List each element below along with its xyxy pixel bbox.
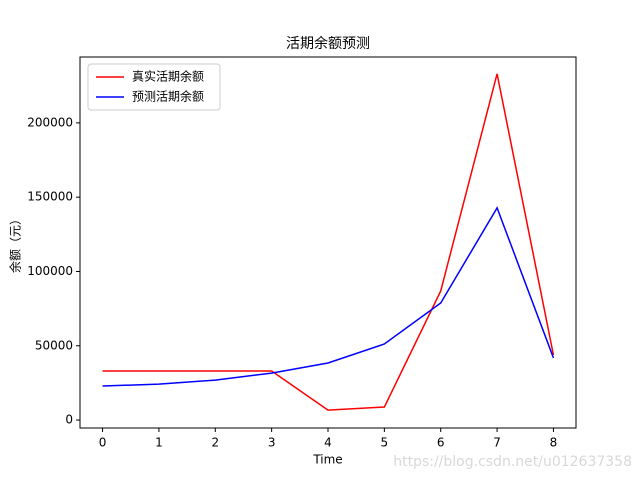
y-axis-label: 余额（元）	[8, 213, 23, 273]
x-tick-label: 0	[99, 436, 107, 450]
y-tick-label: 150000	[27, 190, 73, 204]
chart-title: 活期余额预测	[286, 35, 370, 52]
x-tick-label: 6	[437, 436, 445, 450]
data-line	[102, 206, 555, 387]
watermark: https://blog.csdn.net/u012637358	[393, 454, 632, 470]
x-tick-label: 2	[211, 436, 219, 450]
x-tick-label: 1	[155, 436, 163, 450]
plot-frame	[79, 56, 577, 429]
legend-label: 预测活期余额	[132, 89, 204, 104]
x-tick-label: 8	[550, 436, 558, 450]
x-axis-label: Time	[312, 453, 342, 467]
legend-box	[87, 63, 221, 111]
data-line	[102, 73, 555, 411]
x-tick-label: 3	[268, 436, 276, 450]
x-tick-label: 7	[493, 436, 501, 450]
y-tick-label: 0	[65, 413, 73, 427]
y-tick-label: 100000	[27, 264, 73, 278]
y-tick-label: 200000	[27, 115, 73, 129]
legend-label: 真实活期余额	[132, 69, 204, 84]
x-tick-label: 5	[381, 436, 389, 450]
y-tick-label: 50000	[35, 338, 73, 352]
x-tick-label: 4	[324, 436, 332, 450]
